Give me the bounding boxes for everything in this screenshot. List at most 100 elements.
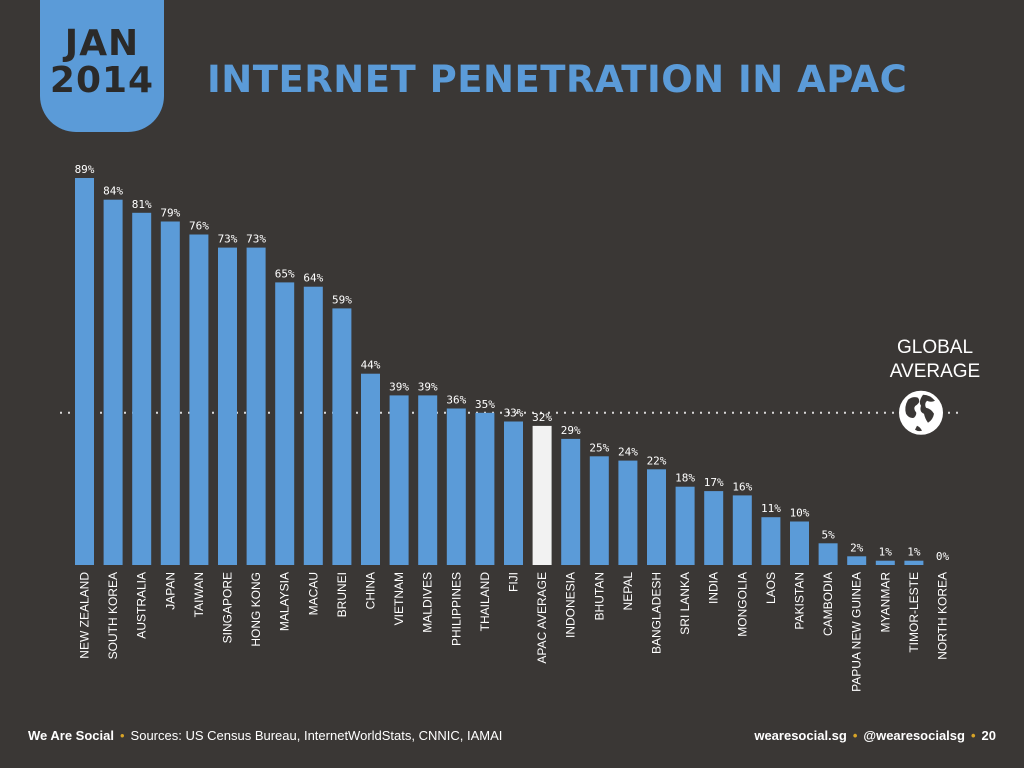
category-label-australia: AUSTRALIA — [135, 572, 149, 639]
bar-macau — [303, 286, 323, 565]
page-title: INTERNET PENETRATION IN APAC — [207, 58, 908, 101]
category-label-north-korea: NORTH KOREA — [936, 572, 950, 660]
value-label-india: 17% — [704, 476, 724, 489]
category-label-macau: MACAU — [306, 572, 320, 615]
category-label-hong-kong: HONG KONG — [249, 572, 263, 647]
value-label-japan: 79% — [160, 207, 180, 220]
value-label-macau: 64% — [303, 272, 323, 285]
bar-myanmar — [875, 560, 895, 565]
footer-contact: wearesocial.sg • @wearesocialsg • 20 — [754, 728, 996, 743]
category-label-thailand: THAILAND — [478, 572, 492, 632]
value-label-taiwan: 76% — [189, 220, 209, 233]
value-label-australia: 81% — [132, 198, 152, 211]
footer-site: wearesocial.sg — [754, 728, 847, 743]
category-label-pakistan: PAKISTAN — [793, 572, 807, 630]
bar-south-korea — [103, 199, 123, 565]
bar-singapore — [218, 247, 237, 565]
category-label-mongolia: MONGOLIA — [735, 572, 749, 637]
category-label-indonesia: INDONESIA — [564, 572, 578, 638]
value-label-laos: 11% — [761, 502, 781, 515]
badge-month: JAN — [64, 23, 140, 64]
footer-separator-dot: • — [119, 728, 125, 743]
globe-icon — [899, 390, 943, 435]
bar-bangladesh — [647, 469, 666, 565]
value-label-indonesia: 29% — [561, 424, 581, 437]
category-label-maldives: MALDIVES — [421, 572, 435, 633]
bar-mongolia — [732, 495, 752, 565]
value-label-timor-leste: 1% — [907, 546, 921, 559]
category-label-laos: LAOS — [764, 572, 778, 604]
footer-separator-dot: • — [970, 728, 976, 743]
category-label-south-korea: SOUTH KOREA — [106, 572, 120, 659]
value-label-singapore: 73% — [218, 233, 238, 246]
value-label-thailand: 35% — [475, 398, 495, 411]
category-label-cambodia: CAMBODIA — [821, 572, 835, 636]
category-label-myanmar: MYANMAR — [878, 572, 892, 633]
bars-group: 89% NEW ZEALAND 84% SOUTH KOREA 81% AUSTRALIA… — [75, 163, 950, 692]
badge-year: 2014 — [49, 60, 155, 101]
footer-sources-text: Sources: US Census Bureau, InternetWorld… — [130, 728, 503, 743]
category-label-singapore: SINGAPORE — [221, 572, 235, 643]
bar-china — [361, 373, 380, 565]
value-label-hong-kong: 73% — [246, 233, 266, 246]
value-label-brunei: 59% — [332, 293, 352, 306]
value-label-myanmar: 1% — [879, 546, 893, 559]
category-label-india: INDIA — [707, 572, 721, 604]
footer-brand: We Are Social — [28, 728, 114, 743]
bar-cambodia — [818, 543, 838, 565]
global-average-line1: GLOBAL — [896, 337, 974, 358]
bar-hong-kong — [246, 247, 266, 565]
value-label-papua-new-guinea: 2% — [850, 541, 864, 554]
category-label-fiji: FIJI — [507, 572, 521, 592]
value-label-sri-lanka: 18% — [675, 472, 695, 485]
bar-sri-lanka — [675, 486, 695, 565]
global-average-label: GLOBAL AVERAGE — [860, 336, 1010, 384]
bar-australia — [132, 212, 152, 566]
value-label-vietnam: 39% — [389, 380, 409, 393]
bar-pakistan — [790, 521, 809, 565]
category-label-apac-average: APAC AVERAGE — [535, 572, 549, 664]
value-label-apac-average: 32% — [532, 411, 552, 424]
category-label-bangladesh: BANGLADESH — [650, 572, 664, 654]
value-label-new-zealand: 89% — [75, 163, 95, 176]
bar-fiji — [504, 421, 523, 565]
global-average-line2: AVERAGE — [889, 361, 981, 382]
bar-indonesia — [561, 438, 581, 565]
category-label-nepal: NEPAL — [621, 572, 635, 611]
value-label-bangladesh: 22% — [647, 454, 667, 467]
value-label-fiji: 33% — [504, 407, 524, 420]
category-label-malaysia: MALAYSIA — [278, 572, 292, 631]
footer-handle: @wearesocialsg — [863, 728, 965, 743]
value-label-malaysia: 65% — [275, 267, 295, 280]
value-label-philippines: 36% — [446, 394, 466, 407]
bar-nepal — [618, 460, 638, 565]
bar-thailand — [475, 412, 495, 565]
category-label-sri-lanka: SRI LANKA — [678, 572, 692, 635]
category-label-brunei: BRUNEI — [335, 572, 349, 617]
bar-vietnam — [389, 395, 409, 565]
category-label-china: CHINA — [364, 572, 378, 609]
bar-india — [704, 491, 724, 565]
bar-japan — [160, 221, 180, 565]
page-number: 20 — [981, 728, 996, 743]
value-label-mongolia: 16% — [732, 480, 752, 493]
category-label-new-zealand: NEW ZEALAND — [78, 572, 92, 659]
bar-bhutan — [589, 456, 609, 565]
bar-maldives — [418, 395, 438, 565]
value-label-china: 44% — [361, 359, 381, 372]
value-label-pakistan: 10% — [790, 507, 810, 520]
category-label-vietnam: VIETNAM — [392, 572, 406, 625]
value-label-maldives: 39% — [418, 380, 438, 393]
category-label-papua-new-guinea: PAPUA NEW GUINEA — [850, 572, 864, 692]
category-label-philippines: PHILIPPINES — [449, 572, 463, 646]
value-label-nepal: 24% — [618, 446, 638, 459]
value-label-north-korea: 0% — [936, 550, 950, 563]
date-badge: JAN 2014 — [40, 0, 164, 132]
bar-malaysia — [275, 282, 295, 565]
category-label-japan: JAPAN — [163, 572, 177, 610]
footer-sources: We Are Social • Sources: US Census Bureau,… — [28, 728, 502, 743]
bar-new-zealand — [75, 178, 94, 565]
value-label-cambodia: 5% — [821, 528, 835, 541]
bar-papua-new-guinea — [847, 556, 867, 565]
value-label-bhutan: 25% — [589, 441, 609, 454]
